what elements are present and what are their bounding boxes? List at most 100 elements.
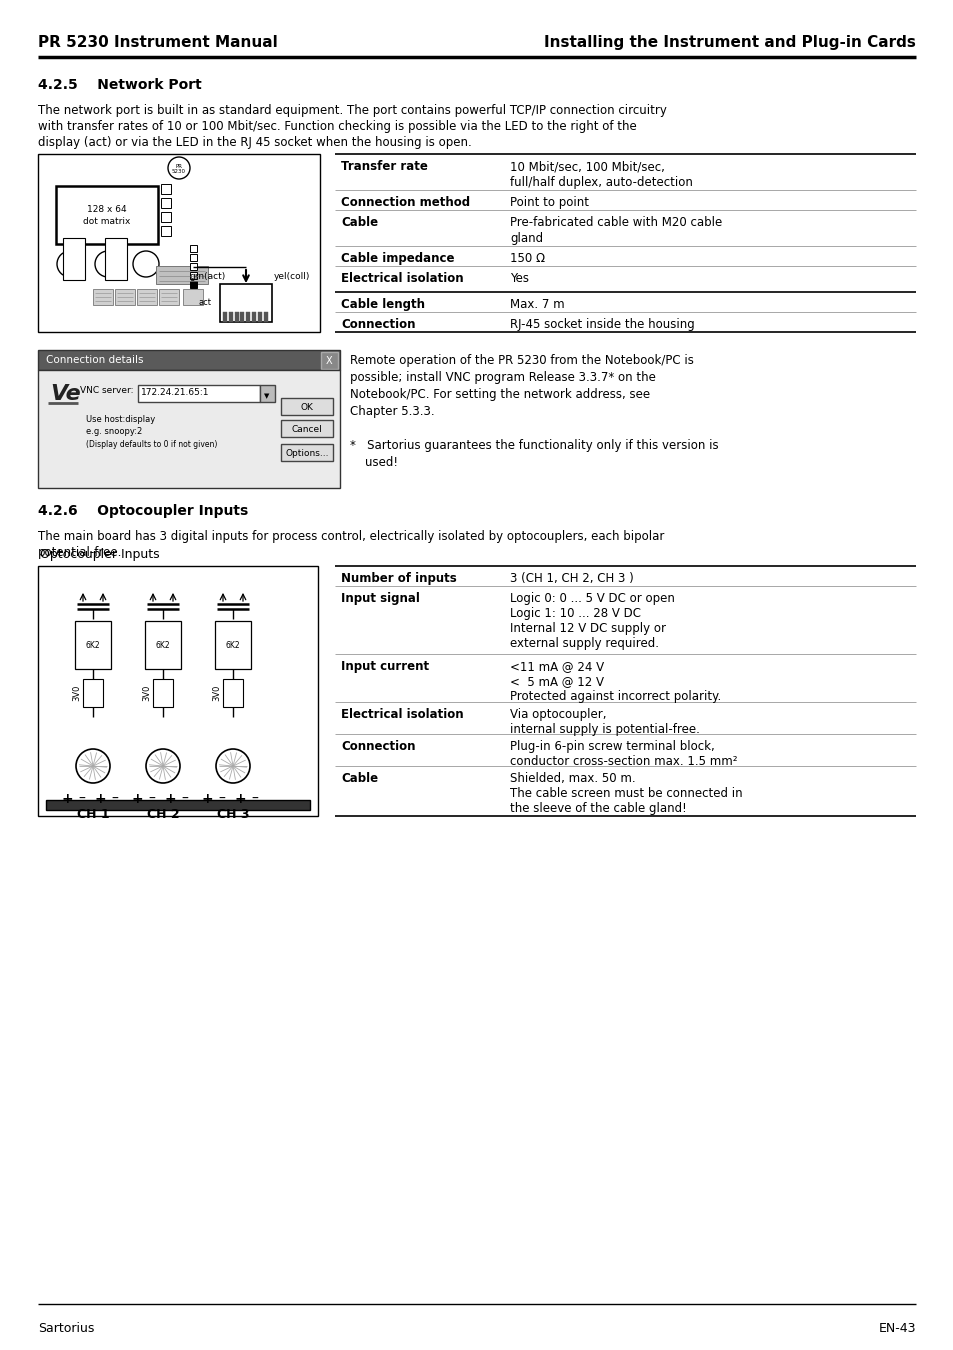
Bar [63,238,85,279]
Text: Transfer rate: Transfer rate [340,161,428,173]
Text: Input signal: Input signal [340,593,419,605]
Bar [223,679,243,707]
Text: Sartorius: Sartorius [38,1322,94,1335]
Bar [252,312,255,323]
Text: Ve: Ve [50,383,81,404]
Bar [190,281,196,288]
Bar [159,289,179,305]
Text: Installing the Instrument and Plug-in Cards: Installing the Instrument and Plug-in Ca… [543,35,915,50]
Bar [220,284,272,323]
Text: +: + [233,792,246,806]
Text: with transfer rates of 10 or 100 Mbit/sec. Function checking is possible via the: with transfer rates of 10 or 100 Mbit/se… [38,120,636,134]
Bar [234,312,238,323]
Circle shape [215,749,250,783]
Text: conductor cross-section max. 1.5 mm²: conductor cross-section max. 1.5 mm² [510,755,737,768]
Text: VNC server:: VNC server: [80,386,133,396]
Text: the sleeve of the cable gland!: the sleeve of the cable gland! [510,802,686,815]
Text: CH 1: CH 1 [76,809,110,821]
Text: 6K2: 6K2 [155,640,171,649]
Text: ▼: ▼ [264,393,270,400]
Text: Logic 1: 10 ... 28 V DC: Logic 1: 10 ... 28 V DC [510,608,640,620]
Text: 128 x 64: 128 x 64 [87,204,127,213]
Text: dot matrix: dot matrix [83,216,131,225]
Text: +: + [201,792,213,806]
Text: 3V0: 3V0 [142,684,152,701]
Text: +: + [61,792,72,806]
Bar [83,679,103,707]
Text: +: + [132,792,143,806]
Text: possible; install VNC program Release 3.3.7* on the: possible; install VNC program Release 3.… [350,371,656,383]
Bar [38,350,339,370]
Bar [223,312,227,323]
Text: Options...: Options... [285,450,329,458]
Bar [281,444,333,460]
Text: Use host:display: Use host:display [86,414,155,424]
Text: OK: OK [300,404,314,412]
Bar [190,254,196,261]
Text: Cable: Cable [340,216,377,230]
Circle shape [132,251,159,277]
Text: PR: PR [175,163,182,169]
Bar [257,312,261,323]
Bar [183,289,203,305]
Bar [263,312,268,323]
Text: Cable length: Cable length [340,298,424,311]
Bar [320,352,337,369]
Text: gland: gland [510,232,542,244]
Text: 172.24.21.65:1: 172.24.21.65:1 [141,387,210,397]
Text: Logic 0: 0 ... 5 V DC or open: Logic 0: 0 ... 5 V DC or open [510,593,674,605]
Text: 4.2.6    Optocoupler Inputs: 4.2.6 Optocoupler Inputs [38,504,248,518]
Text: 5230: 5230 [172,169,186,174]
Bar [75,621,111,670]
Circle shape [57,251,83,277]
Bar [161,212,171,221]
Text: Protected against incorrect polarity.: Protected against incorrect polarity. [510,690,720,703]
Bar [190,244,196,252]
Text: Number of inputs: Number of inputs [340,572,456,585]
Text: –: – [78,792,86,806]
Text: 3V0: 3V0 [213,684,221,701]
Bar [240,312,244,323]
Circle shape [76,749,110,783]
Text: EN-43: EN-43 [878,1322,915,1335]
Text: used!: used! [350,456,397,468]
Text: *   Sartorius guarantees the functionality only if this version is: * Sartorius guarantees the functionality… [350,439,718,452]
Text: internal supply is potential-free.: internal supply is potential-free. [510,724,700,736]
Text: potential-free.: potential-free. [38,545,122,559]
Text: Via optocoupler,: Via optocoupler, [510,707,606,721]
Bar [190,271,196,279]
Bar [46,801,310,810]
Text: Cancel: Cancel [292,425,322,433]
Bar [105,238,127,279]
Text: 10 Mbit/sec, 100 Mbit/sec,: 10 Mbit/sec, 100 Mbit/sec, [510,161,664,173]
Text: RJ-45 socket inside the housing: RJ-45 socket inside the housing [510,319,694,331]
Text: Pre-fabricated cable with M20 cable: Pre-fabricated cable with M20 cable [510,216,721,230]
Text: act: act [199,298,212,306]
Bar [229,312,233,323]
Text: Electrical isolation: Electrical isolation [340,707,463,721]
Bar [137,289,157,305]
Text: (Display defaults to 0 if not given): (Display defaults to 0 if not given) [86,440,217,450]
Text: Cable impedance: Cable impedance [340,252,454,265]
Bar [38,370,339,487]
Circle shape [168,157,190,180]
Bar [281,398,333,414]
Bar [152,679,172,707]
Text: Internal 12 V DC supply or: Internal 12 V DC supply or [510,622,665,634]
Text: +: + [94,792,106,806]
Text: display (act) or via the LED in the RJ 45 socket when the housing is open.: display (act) or via the LED in the RJ 4… [38,136,471,148]
Bar [38,154,319,332]
Bar [145,621,181,670]
Text: Input current: Input current [340,660,429,674]
Text: –: – [181,792,189,806]
Text: CH 2: CH 2 [147,809,179,821]
Text: Remote operation of the PR 5230 from the Notebook/PC is: Remote operation of the PR 5230 from the… [350,354,693,367]
Bar [156,266,208,283]
Text: –: – [218,792,225,806]
Text: –: – [149,792,155,806]
Bar [115,289,135,305]
Text: The network port is built in as standard equipment. The port contains powerful T: The network port is built in as standard… [38,104,666,117]
Text: +: + [164,792,175,806]
Bar [260,385,274,402]
Text: Connection: Connection [340,740,416,753]
